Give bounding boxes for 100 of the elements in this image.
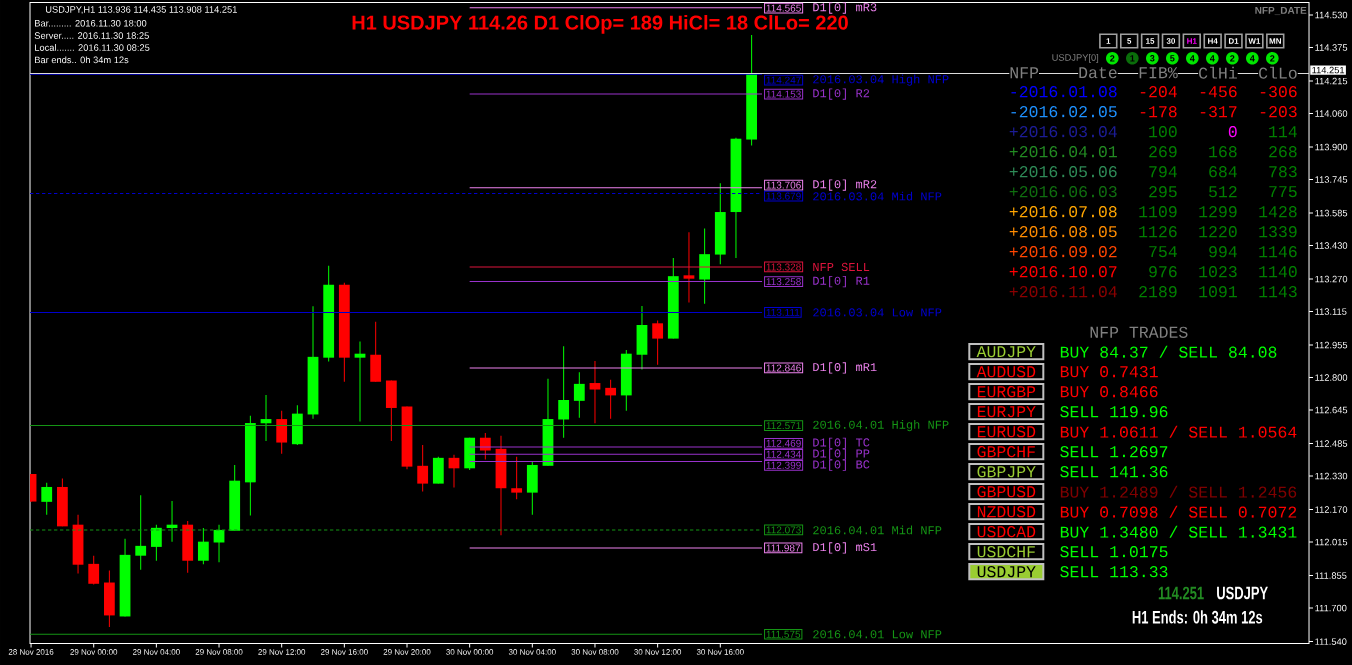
- x-tick-label: 30 Nov 00:00: [446, 649, 494, 655]
- data-label: 112.434: [766, 450, 802, 458]
- annotation: +2016.06.03: [1009, 186, 1117, 198]
- annotation: USDJPY: [977, 566, 1036, 578]
- x-tick-label: 30 Nov 16:00: [696, 649, 744, 655]
- y-tick-label: 112.800: [1315, 374, 1348, 381]
- annotation: GBPJPY: [977, 466, 1036, 478]
- y-tick-label: 111.855: [1315, 572, 1347, 579]
- annotation: 783: [1269, 166, 1297, 178]
- annotation: BUY 1.0611 / SELL 1.0564: [1060, 425, 1297, 438]
- annotation: ClLo: [1259, 66, 1297, 79]
- legend-label: 2016.03.04 Low NFP: [813, 308, 942, 317]
- y-tick-label: 113.585: [1315, 209, 1348, 217]
- annotation: 1126: [1139, 226, 1177, 238]
- annotation: 5: [1170, 55, 1175, 62]
- data-label: 114.565: [766, 4, 801, 12]
- y-tick-label: 113.430: [1315, 242, 1348, 249]
- annotation: USDJPY,H1 113.936 114.435 113.908 114.251: [45, 6, 237, 14]
- x-tick-label: 29 Nov 08:00: [195, 649, 243, 655]
- annotation: Local....... 2016.11.30 08:25: [35, 44, 150, 51]
- annotation: 1091: [1199, 286, 1237, 298]
- data-label: 112.073: [766, 526, 801, 534]
- annotation: 1140: [1259, 266, 1297, 278]
- annotation: 1: [1106, 38, 1111, 44]
- annotation: 1023: [1199, 266, 1237, 278]
- annotation: 1: [1130, 55, 1135, 62]
- data-label: 114.247: [766, 76, 801, 84]
- annotation: 684: [1209, 166, 1237, 178]
- legend-label: D1[0] PP: [813, 448, 870, 460]
- annotation: 114.251: [1158, 586, 1204, 600]
- annotation: BUY 0.7431: [1060, 366, 1158, 378]
- y-tick-label: 113.745: [1315, 176, 1348, 183]
- annotation: 295: [1149, 186, 1177, 198]
- y-tick-label: 112.015: [1315, 538, 1348, 546]
- annotation: +2016.04.01: [1009, 146, 1117, 158]
- annotation: BUY 1.3480 / SELL 1.3431: [1060, 525, 1297, 538]
- annotation: SELL 1.2697: [1060, 446, 1168, 458]
- legend-label: D1[0] mS1: [813, 542, 877, 554]
- y-tick-label: 112.955: [1315, 341, 1348, 349]
- annotation: 114: [1269, 126, 1297, 138]
- data-label: 113.679: [766, 192, 801, 200]
- annotation: 994: [1209, 246, 1237, 258]
- annotation: 2: [1110, 55, 1115, 62]
- y-tick-label: 114.215: [1315, 77, 1348, 85]
- legend-label: NFP SELL: [813, 262, 870, 272]
- y-tick-label: 113.115: [1315, 308, 1347, 315]
- annotation: H1 Ends: 0h 34m 12s: [1132, 610, 1263, 624]
- legend-label: 2016.04.01 Low NFP: [813, 630, 942, 639]
- x-tick-label: 29 Nov 04:00: [132, 649, 180, 655]
- legend-label: 2016.04.01 High NFP: [813, 419, 949, 432]
- annotation: 3: [1150, 55, 1155, 62]
- legend-label: D1[0] BC: [813, 459, 870, 471]
- data-label: 112.571: [766, 422, 801, 430]
- annotation: +2016.08.05: [1009, 226, 1117, 238]
- annotation: FIB%: [1139, 67, 1178, 79]
- legend-label: 2016.03.04 Mid NFP: [813, 191, 942, 201]
- annotation: NFP TRADES: [1090, 326, 1188, 338]
- annotation: +2016.05.06: [1009, 166, 1117, 178]
- data-label: 112.846: [766, 364, 801, 372]
- data-label: 114.153: [766, 90, 801, 98]
- annotation: 775: [1269, 186, 1297, 198]
- x-tick-label: 30 Nov 08:00: [571, 649, 619, 655]
- annotation: D1: [1228, 38, 1239, 44]
- annotation: NZDUSD: [977, 506, 1036, 518]
- annotation: EURUSD: [977, 426, 1036, 438]
- ref-line-label: 114.251: [1312, 66, 1345, 74]
- annotation: 100: [1149, 126, 1177, 138]
- annotation: BUY 0.7098 / SELL 0.7072: [1060, 505, 1297, 518]
- data-label: 113.328: [766, 263, 801, 271]
- x-tick-label: 29 Nov 00:00: [70, 649, 118, 655]
- x-tick-label: 30 Nov 12:00: [634, 649, 682, 655]
- y-tick-label: 114.375: [1315, 44, 1348, 51]
- annotation: AUDUSD: [976, 366, 1036, 378]
- legend-label: D1[0] mR2: [813, 179, 877, 191]
- annotation: ClHi: [1199, 66, 1237, 79]
- annotation: AUDJPY: [976, 346, 1036, 358]
- annotation: 1299: [1199, 206, 1237, 218]
- annotation: 1146: [1259, 246, 1297, 258]
- annotation: -178: [1140, 106, 1177, 118]
- annotation: 754: [1149, 246, 1177, 258]
- legend-label: 2016.03.04 High NFP: [813, 74, 949, 86]
- data-label: 112.399: [766, 461, 801, 469]
- annotation: -456: [1200, 86, 1237, 98]
- annotation: USDCAD: [977, 526, 1036, 538]
- annotation: 269: [1149, 146, 1177, 158]
- annotation: H4: [1208, 38, 1218, 44]
- data-label: 111.575: [766, 630, 801, 638]
- annotation: SELL 119.96: [1060, 406, 1168, 418]
- legend-label: D1[0] mR1: [813, 362, 877, 374]
- annotation: BUY 1.2489 / SELL 1.2456: [1060, 485, 1297, 498]
- annotation: 794: [1149, 166, 1177, 178]
- y-tick-label: 114.530: [1315, 11, 1348, 19]
- annotation: NFP: [1010, 67, 1039, 79]
- annotation: +2016.07.08: [1009, 206, 1117, 218]
- annotation: GBPCHF: [977, 446, 1035, 458]
- annotation: -317: [1200, 106, 1237, 118]
- data-label: 113.706: [766, 181, 801, 189]
- annotation: MN: [1269, 38, 1281, 44]
- data-label: 113.258: [766, 278, 801, 286]
- annotation: SELL 1.0175: [1060, 546, 1168, 558]
